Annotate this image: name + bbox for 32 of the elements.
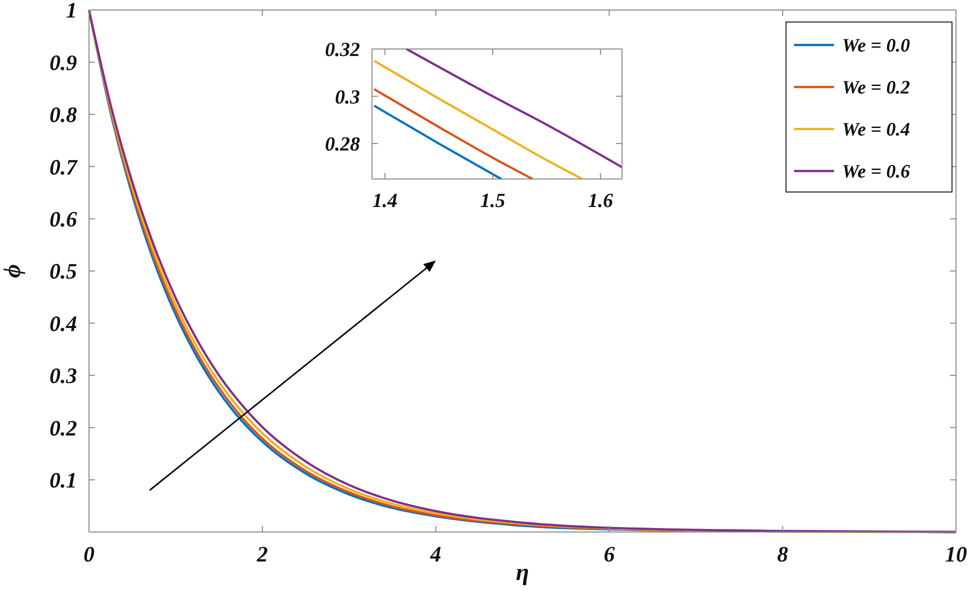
legend-label: We = 0.6	[842, 162, 910, 183]
y-tick-label: 0.28	[325, 134, 360, 156]
line-series	[373, 60, 584, 180]
x-tick-label: 0	[84, 542, 94, 567]
x-tick-label: 2	[256, 542, 268, 567]
y-tick-label: 0.5	[50, 258, 77, 284]
legend-label: We = 0.0	[842, 36, 910, 57]
y-tick-label: 0.3	[335, 86, 360, 108]
line-series	[405, 48, 624, 168]
y-tick-label: 0.4	[50, 310, 77, 336]
legend-label: We = 0.2	[842, 78, 910, 99]
y-tick-label: 0.8	[50, 102, 77, 128]
x-axis-title: η	[516, 560, 530, 586]
legend-label: We = 0.4	[842, 120, 910, 141]
x-tick-label: 1.6	[588, 190, 613, 212]
y-tick-label: 0.1	[50, 468, 77, 492]
x-tick-label: 10	[945, 542, 967, 567]
x-tick-label: 1.5	[480, 190, 506, 212]
y-tick-label: 0.6	[50, 206, 77, 232]
line-series	[373, 88, 534, 180]
y-tick-label: 0.3	[50, 363, 77, 388]
x-tick-label: 6	[604, 542, 615, 567]
line-series	[88, 8, 958, 534]
y-tick-label: 0.32	[325, 39, 360, 61]
x-tick-label: 4	[429, 542, 442, 567]
x-tick-label: 1.4	[372, 190, 398, 212]
y-axis-title: ϕ	[0, 264, 26, 278]
x-tick-label: 8	[777, 542, 788, 567]
y-tick-label: 1	[66, 0, 77, 23]
y-tick-label: 0.9	[50, 50, 77, 75]
y-tick-label: 0.2	[50, 415, 77, 440]
y-tick-label: 0.7	[50, 154, 78, 180]
